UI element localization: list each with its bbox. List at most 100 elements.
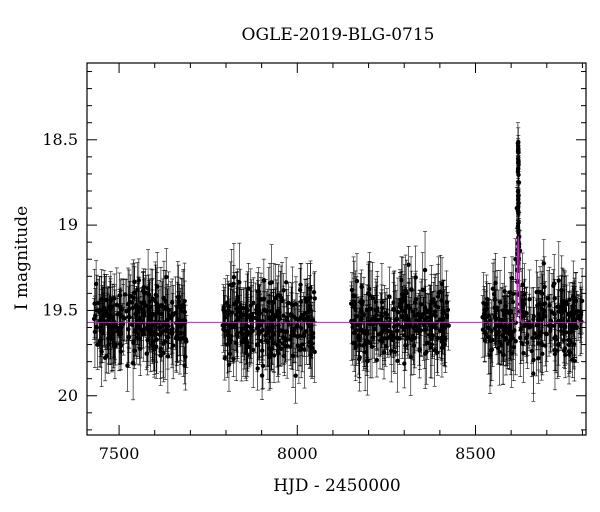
data-point [122,278,128,311]
point-marker [564,330,569,335]
data-point [168,281,174,356]
point-marker [255,366,260,371]
point-marker [527,297,532,302]
data-point [402,299,407,371]
point-marker [168,316,174,321]
data-point [304,297,309,365]
data-point [382,311,387,365]
point-marker [304,329,309,334]
point-marker [264,330,270,336]
point-marker [237,280,242,285]
point-marker [166,323,171,329]
data-point [283,257,289,308]
data-point [525,316,530,369]
point-marker [176,299,181,304]
point-marker [260,363,266,369]
data-point [248,290,253,363]
data-point [377,311,383,370]
data-point [126,269,132,349]
point-marker [354,278,360,284]
point-marker [395,358,400,364]
point-marker [280,341,285,346]
point-marker [251,347,256,353]
point-marker [392,349,398,355]
point-marker [356,335,361,340]
point-marker [540,291,545,296]
point-marker [480,327,486,332]
point-marker [439,281,445,287]
data-point [501,296,507,334]
data-point [270,299,275,365]
point-marker [367,320,372,326]
point-marker [140,288,146,293]
data-point [411,290,416,365]
point-marker [501,312,507,318]
data-point [374,342,380,378]
point-marker [104,353,109,359]
point-marker [504,328,510,333]
data-point [248,282,253,359]
point-marker [556,278,561,283]
point-marker [429,300,434,306]
data-point [432,310,438,345]
point-marker [136,278,142,283]
point-marker [436,290,441,296]
data-point [262,281,267,339]
point-marker [266,299,271,305]
data-point [388,317,393,357]
point-marker [418,328,424,333]
point-marker [161,296,167,301]
data-point [236,283,241,317]
point-marker [139,327,144,332]
point-marker [139,300,145,306]
data-point [231,265,236,303]
point-marker [511,345,516,350]
point-marker [530,335,535,341]
data-point [251,277,256,329]
data-point [312,271,317,326]
point-marker [412,335,418,341]
point-marker [408,287,414,292]
data-point [548,294,554,348]
point-marker [358,317,364,322]
point-marker [93,281,99,287]
point-marker [153,298,158,304]
point-marker [110,331,116,337]
data-point [223,278,228,357]
data-point [567,291,572,340]
point-marker [144,351,149,356]
point-marker [281,313,286,318]
point-marker [534,322,539,328]
point-marker [145,285,151,291]
point-marker [435,305,441,310]
point-marker [226,362,232,367]
point-marker [499,317,504,323]
point-marker [267,280,273,286]
data-point [276,324,281,383]
point-marker [177,337,183,342]
point-marker [262,307,267,313]
point-marker [178,330,183,336]
point-marker [122,292,128,297]
point-marker [161,350,166,356]
data-point [297,268,303,312]
point-marker [497,349,502,354]
point-marker [349,287,355,293]
point-marker [413,297,419,302]
point-marker [445,307,451,313]
data-point [522,305,527,347]
point-marker [239,339,244,345]
point-marker [231,281,236,287]
data-point [95,319,100,370]
point-marker [174,335,179,340]
point-marker [422,351,428,356]
point-marker [372,314,378,320]
point-marker [400,308,405,313]
point-marker [132,290,137,296]
data-point [480,301,486,358]
data-point [387,266,392,327]
point-marker [387,294,392,299]
point-marker [242,337,247,342]
data-point [255,291,260,365]
point-marker [136,309,141,315]
